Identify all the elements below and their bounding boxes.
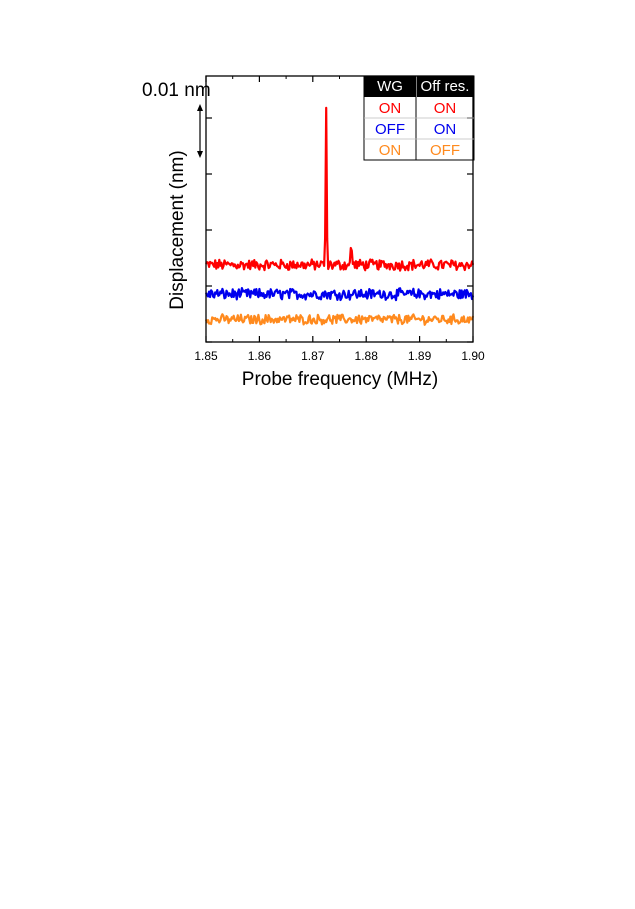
plot-area [204, 106, 475, 326]
series-line-2 [205, 287, 475, 302]
table-header-cell-wg [364, 76, 416, 97]
scale-arrow-down-icon [197, 151, 203, 158]
legend-table: WG Off res. ON ON OFF ON ON OFF [363, 75, 475, 161]
table-header-wg: WG [377, 78, 403, 95]
x-axis-label: Probe frequency (MHz) [242, 369, 438, 390]
table-cell-wg: OFF [375, 121, 405, 138]
axes: 1.85 1.86 1.87 1.88 1.89 1.90 [194, 75, 485, 363]
x-tick-label: 1.90 [461, 349, 485, 363]
x-tick-label: 1.87 [301, 349, 325, 363]
table-cell-wg: ON [379, 142, 402, 159]
x-tick-label: 1.89 [408, 349, 432, 363]
scale-bar-label: 0.01 nm [142, 80, 211, 101]
table-cell-wg: ON [379, 100, 402, 117]
table-cell-off-res: ON [434, 100, 457, 117]
scale-bar [197, 104, 203, 158]
scale-arrow-up-icon [197, 104, 203, 111]
x-tick-label: 1.86 [248, 349, 272, 363]
table-header-off-res: Off res. [421, 78, 470, 95]
table-cell-off-res: OFF [430, 142, 460, 159]
x-tick-label: 1.88 [355, 349, 379, 363]
table-header-cell-offres [417, 76, 474, 97]
series-line-1 [205, 106, 475, 272]
y-axis-label: Displacement (nm) [167, 150, 188, 309]
series-line-3 [204, 313, 475, 326]
x-tick-label: 1.85 [194, 349, 218, 363]
table-cell-off-res: ON [434, 121, 457, 138]
